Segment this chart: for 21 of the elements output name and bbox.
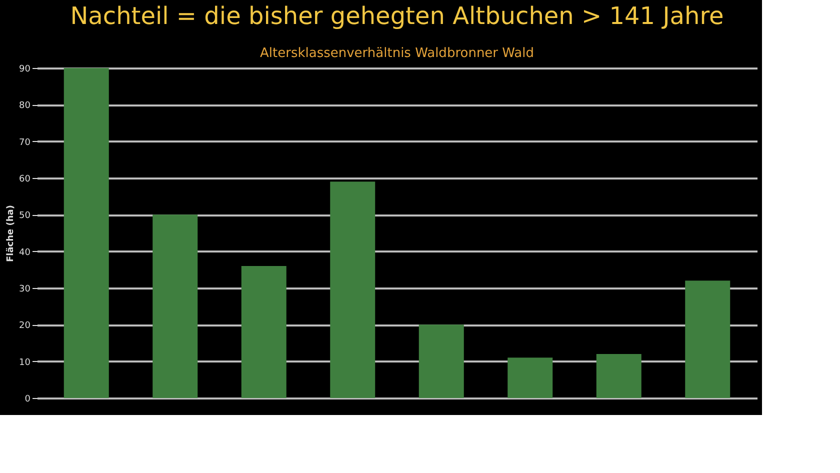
bar xyxy=(64,68,109,398)
chart-subtitle: Altersklassenverhältnis Waldbronner Wald xyxy=(260,46,534,61)
y-tick-label: 40 xyxy=(19,248,31,258)
bar xyxy=(330,182,376,398)
bar xyxy=(418,324,464,398)
y-tick-label: 90 xyxy=(19,64,31,74)
bar xyxy=(241,266,286,398)
bar xyxy=(152,214,198,398)
bar xyxy=(685,280,730,398)
y-tick-label: 60 xyxy=(19,174,31,184)
y-tick-label: 70 xyxy=(19,138,31,148)
y-tick-label: 30 xyxy=(19,284,31,294)
bar xyxy=(508,358,553,398)
y-tick-label: 0 xyxy=(24,394,31,404)
y-tick-label: 50 xyxy=(19,211,31,222)
y-tick-label: 10 xyxy=(19,358,31,368)
y-tick-label: 20 xyxy=(19,321,31,332)
y-axis-title: Fläche (ha) xyxy=(6,205,16,262)
y-tick-label: 80 xyxy=(19,101,31,112)
chart-title: Nachteil = die bisher gehegten Altbuchen > 141 Jahre xyxy=(70,2,724,30)
bar xyxy=(596,354,642,398)
